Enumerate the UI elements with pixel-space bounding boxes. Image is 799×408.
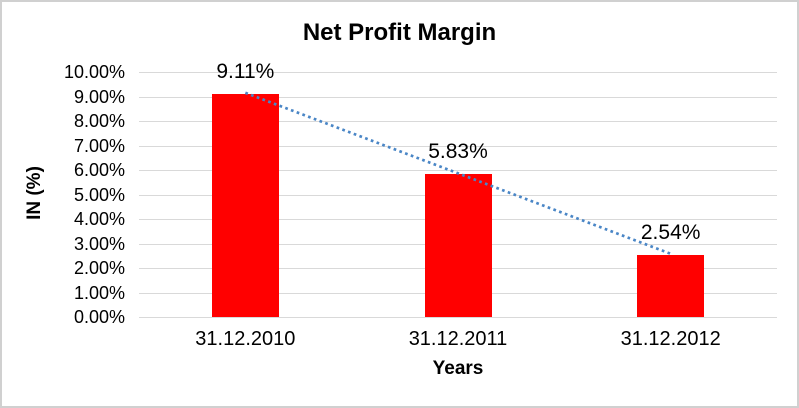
- y-tick-label: 7.00%: [73, 135, 125, 156]
- bar: [637, 254, 705, 317]
- data-label: 9.11%: [216, 59, 275, 83]
- y-tick-label: 6.00%: [73, 160, 125, 180]
- y-tick-label: 0.00%: [73, 307, 125, 327]
- y-tick-label: 3.00%: [73, 233, 125, 254]
- gridline: [139, 317, 777, 318]
- x-axis-title: Years: [432, 358, 484, 379]
- y-tick-label: 1.00%: [73, 282, 125, 303]
- data-label: 2.54%: [640, 220, 701, 244]
- y-tick-label: 4.00%: [73, 209, 125, 229]
- y-tick-label: 8.00%: [73, 111, 125, 131]
- x-tick-label: 31.12.2010: [195, 328, 296, 350]
- x-tick-label: 31.12.2012: [620, 328, 721, 350]
- y-tick-label: 9.00%: [73, 86, 125, 107]
- y-tick-label: 2.00%: [73, 258, 125, 278]
- y-axis-title: IN (%): [24, 165, 45, 220]
- y-tick-label: 5.00%: [73, 184, 125, 205]
- chart-title: Net Profit Margin: [302, 19, 497, 46]
- gridline: [139, 72, 777, 73]
- x-tick-label: 31.12.2011: [408, 328, 508, 350]
- bar: [424, 174, 492, 317]
- y-tick-label: 10.00%: [63, 62, 125, 82]
- data-label: 5.83%: [428, 140, 488, 164]
- bar: [211, 93, 279, 317]
